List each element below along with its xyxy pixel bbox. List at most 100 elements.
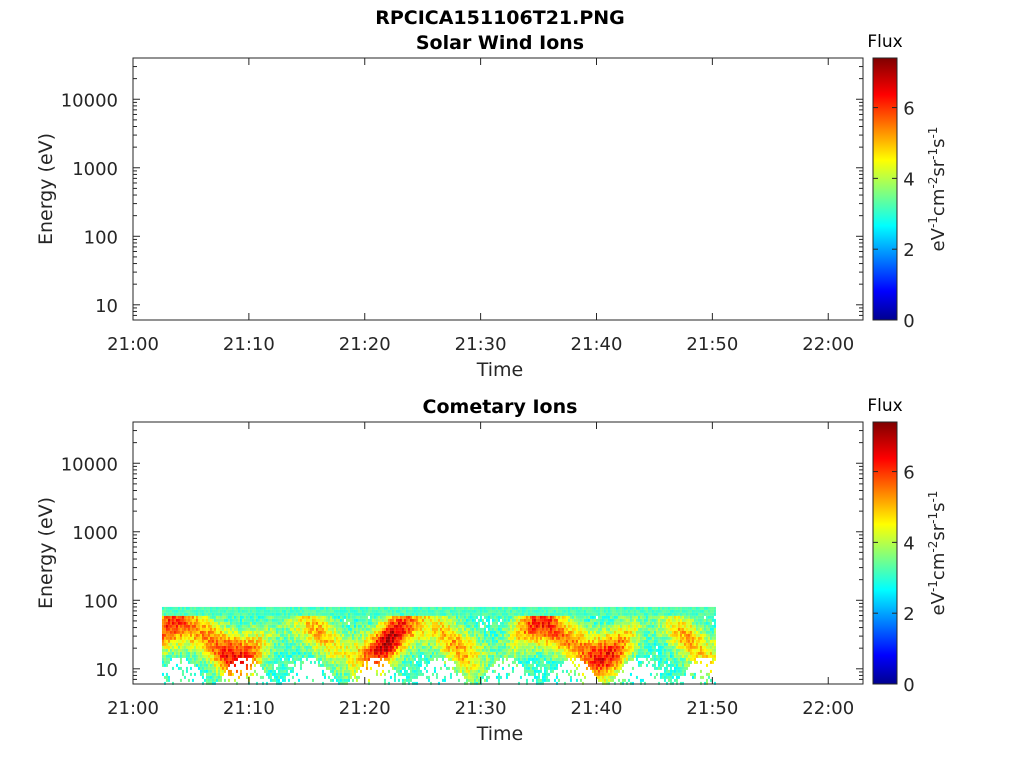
flux-cell (549, 639, 552, 643)
flux-cell (171, 630, 174, 634)
flux-cell (269, 651, 272, 655)
flux-cell (263, 627, 266, 631)
flux-cell (307, 618, 310, 622)
flux-cell (383, 606, 386, 610)
flux-cell (355, 612, 358, 616)
flux-cell (597, 657, 600, 661)
flux-cell (515, 615, 518, 619)
flux-cell (557, 627, 560, 631)
flux-cell (287, 621, 290, 625)
flux-cell (367, 651, 370, 655)
flux-cell (403, 645, 406, 649)
flux-cell (511, 630, 514, 634)
flux-cell (351, 606, 354, 610)
flux-cell (289, 639, 292, 643)
flux-cell (261, 624, 264, 628)
flux-cell (605, 654, 608, 658)
flux-cell (547, 663, 550, 667)
flux-cell (205, 606, 208, 610)
flux-cell (205, 678, 208, 682)
flux-cell (555, 609, 558, 613)
flux-cell (191, 660, 194, 664)
flux-cell (339, 651, 342, 655)
flux-cell (561, 669, 564, 673)
flux-cell (209, 663, 212, 667)
flux-cell (293, 630, 296, 634)
flux-cell (169, 633, 172, 637)
flux-cell (291, 618, 294, 622)
flux-cell (369, 651, 372, 655)
flux-cell (221, 633, 224, 637)
flux-cell (475, 630, 478, 634)
flux-cell (281, 621, 284, 625)
flux-cell (561, 648, 564, 652)
flux-cell (555, 645, 558, 649)
flux-cell (363, 651, 366, 655)
flux-cell (455, 645, 458, 649)
flux-cell (519, 624, 522, 628)
flux-cell (333, 612, 336, 616)
flux-cell (531, 663, 534, 667)
flux-cell (559, 618, 562, 622)
flux-cell (417, 669, 420, 673)
flux-cell (331, 648, 334, 652)
flux-cell (255, 642, 258, 646)
flux-cell (483, 624, 486, 628)
flux-cell (527, 618, 530, 622)
flux-cell (271, 648, 274, 652)
flux-cell (491, 636, 494, 640)
flux-cell (285, 636, 288, 640)
x-axis-label-solar-wind: Time (476, 359, 524, 381)
flux-cell (455, 630, 458, 634)
flux-cell (239, 609, 242, 613)
flux-cell (493, 612, 496, 616)
flux-cell (195, 630, 198, 634)
flux-cell (303, 639, 306, 643)
flux-cell (175, 651, 178, 655)
flux-cell (571, 630, 574, 634)
flux-cell (239, 612, 242, 616)
flux-cell (429, 633, 432, 637)
flux-cell (289, 669, 292, 673)
flux-cell (299, 642, 302, 646)
flux-cell (403, 627, 406, 631)
flux-cell (351, 672, 354, 676)
flux-cell (335, 666, 338, 670)
flux-cell (493, 630, 496, 634)
flux-cell (373, 630, 376, 634)
flux-cell (427, 657, 430, 661)
flux-cell (477, 669, 480, 673)
flux-cell (339, 609, 342, 613)
flux-cell (213, 621, 216, 625)
flux-cell (581, 648, 584, 652)
flux-cell (541, 654, 544, 658)
flux-cell (313, 633, 316, 637)
flux-cell (293, 609, 296, 613)
flux-cell (589, 615, 592, 619)
flux-cell (457, 624, 460, 628)
flux-cell (211, 651, 214, 655)
flux-cell (331, 615, 334, 619)
flux-cell (585, 606, 588, 610)
flux-cell (535, 627, 538, 631)
flux-cell (289, 624, 292, 628)
flux-cell (423, 627, 426, 631)
flux-cell (333, 609, 336, 613)
flux-cell (433, 606, 436, 610)
flux-cell (535, 615, 538, 619)
flux-cell (327, 666, 330, 670)
flux-cell (469, 678, 472, 682)
flux-cell (311, 678, 314, 682)
flux-cell (485, 660, 488, 664)
flux-cell (355, 615, 358, 619)
flux-cell (341, 681, 344, 685)
flux-cell (321, 615, 324, 619)
flux-cell (397, 648, 400, 652)
flux-cell (181, 639, 184, 643)
flux-cell (283, 654, 286, 658)
flux-cell (469, 675, 472, 679)
flux-cell (299, 612, 302, 616)
flux-cell (539, 678, 542, 682)
flux-cell (377, 624, 380, 628)
flux-cell (589, 645, 592, 649)
